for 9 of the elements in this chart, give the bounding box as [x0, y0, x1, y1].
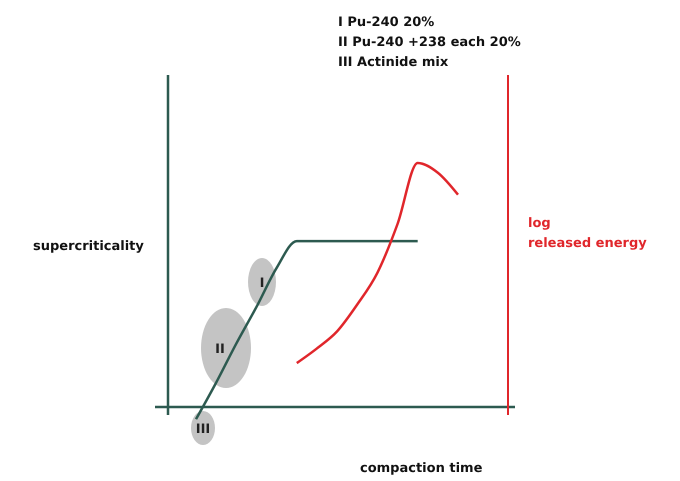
annotation: I — [260, 276, 264, 291]
annotation: II — [215, 342, 225, 357]
y2-axis-title: log released energy — [528, 216, 648, 251]
text: I Pu-240 20% — [338, 15, 434, 30]
text: II Pu-240 +238 each 20% — [338, 35, 521, 50]
text: III — [196, 422, 210, 437]
text: III Actinide mix — [338, 55, 449, 70]
y-axis-title: supercriticality — [33, 239, 144, 254]
x-axis-title: compaction time — [360, 461, 483, 476]
